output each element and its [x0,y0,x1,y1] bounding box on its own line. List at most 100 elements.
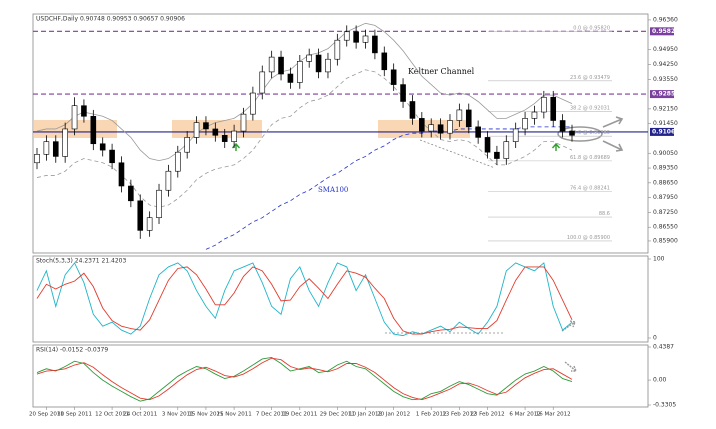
x-tick-label: 1 Feb 2012 [416,412,447,418]
candle-body [559,120,566,132]
candle-body [456,109,463,121]
level-label-box [650,127,674,136]
y-tick-label: 0.92150 [653,105,678,112]
candle-body [287,73,294,83]
x-tick-label: 19 Dec 2011 [282,412,317,418]
y-tick-label: 0.00 [653,377,667,384]
x-tick-label: 29 Dec 2011 [320,412,355,418]
scenario-arrow [564,361,578,372]
overlay-line [36,22,573,162]
candle-body [550,96,557,121]
candle-body [43,141,50,155]
x-tick-label: 25 Nov 2011 [216,412,251,418]
scenario-arrow [561,320,576,332]
candle-body [165,170,172,191]
candle-body [90,115,97,145]
candle-body [531,111,538,119]
candle-body [259,71,266,94]
chart-title: USDCHF,Daily 0.90748 0.90953 0.90657 0.9… [36,16,185,23]
y-tick-label: 0.4387 [653,344,674,351]
x-tick-label: 3 Nov 2011 [162,412,194,418]
candle-body [475,126,481,138]
y-tick-label: -0.3305 [653,402,676,409]
up-arrow [551,142,561,151]
candle-body [465,109,472,128]
level-label-box [650,90,674,99]
level-label: 0.95820 [652,28,679,35]
stoch-panel-frame [32,255,649,343]
candle-body [156,189,162,219]
candle-body [306,54,312,62]
indicator-line [36,356,573,402]
y-tick-label: 0 [653,335,657,342]
candle-body [409,101,416,119]
x-tick-label: 10 Jan 2012 [349,412,382,418]
stoch-title: Stoch(5,3,3) 24.2371 21.4203 [36,258,127,265]
x-tick-label: 12 Oct 2011 [95,412,129,418]
level-label: 0.91060 [652,128,679,135]
level-label-box [650,27,674,36]
candle-body [34,154,40,164]
y-tick-label: 0.90050 [653,150,678,157]
candle-body [522,118,528,130]
y-tick-label: 0.93550 [653,76,678,83]
candle-body [343,31,350,41]
y-tick-label: 0.88650 [653,179,678,186]
osc-panel-frame [32,344,649,408]
overlay-line [36,69,573,208]
y-tick-label: 0.89350 [653,165,678,172]
fib-label: 23.6 @ 0.93479 [570,75,610,81]
candle-body [334,39,341,60]
trend-line [419,139,496,169]
indicator-line [36,266,573,335]
x-tick-label: 7 Dec 2011 [256,412,288,418]
candle-body [128,185,134,202]
candle-body [569,130,575,136]
x-tick-label: 20 Sep 2011 [29,412,64,418]
y-tick-label: 0.94950 [653,46,678,53]
y-tick-label: 0.87250 [653,209,678,216]
candle-body [231,130,237,142]
y-tick-label: 100 [653,256,665,263]
candle-body [250,92,256,115]
x-tick-label: 20 Jan 2012 [377,412,410,418]
overlay-line [205,126,572,250]
candle-body [52,141,59,157]
candle-body [221,134,228,142]
candle-body [71,105,78,130]
y-tick-label: 0.86550 [653,224,678,231]
candle-body [184,137,190,153]
candle-body [400,84,406,102]
x-tick-label: 6 Mar 2012 [509,412,540,418]
x-tick-label: 24 Oct 2011 [123,412,157,418]
candle-body [268,56,275,73]
level-label: 0.92850 [652,91,679,98]
y-tick-label: 0.91450 [653,120,678,127]
candle-body [381,52,388,71]
candle-body [325,58,331,73]
candle-body [99,143,106,151]
candle-body [372,35,378,54]
candle-body [62,128,68,157]
candle-body [419,118,425,132]
candle-body [437,124,444,134]
sma-label: SMA100 [318,186,348,194]
candle-body [447,120,453,134]
y-tick-label: 0.96360 [653,16,678,23]
y-tick-label: 0.94250 [653,61,678,68]
x-tick-label: 15 Nov 2011 [188,412,223,418]
candle-body [137,200,144,231]
candle-body [203,122,209,130]
candle-body [390,69,397,85]
x-tick-label: 23 Feb 2012 [470,412,504,418]
candle-body [278,56,284,75]
fib-label: 100.0 @ 0.85900 [567,235,610,241]
candle-body [503,141,510,159]
candle-body [541,96,547,113]
candle-body [193,122,200,138]
fib-label: 0.0 @ 0.95820 [573,25,610,31]
y-tick-label: 0.87950 [653,194,678,201]
osc-title: RSI(14) -0.0152 -0.0379 [36,347,108,354]
candle-body [240,113,247,132]
